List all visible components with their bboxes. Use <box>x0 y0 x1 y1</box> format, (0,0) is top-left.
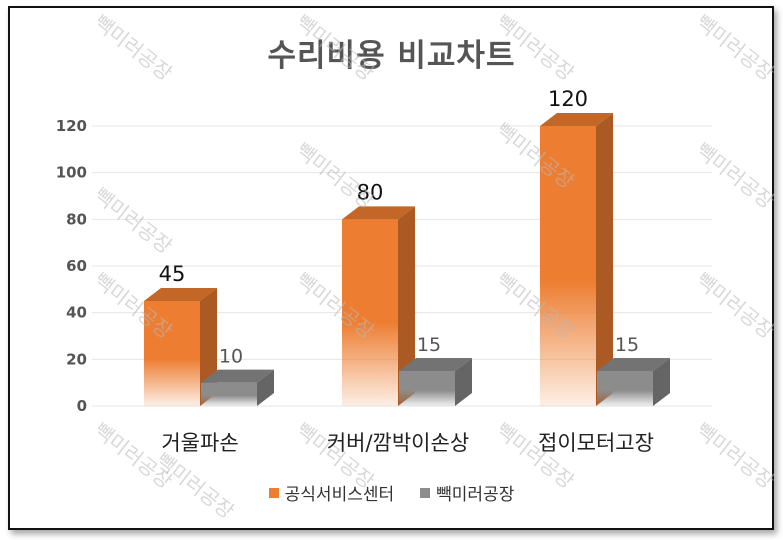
legend-item-series-1: 공식서비스센터 <box>268 480 395 505</box>
y-tick-label-2: 40 <box>66 304 87 322</box>
legend-label-series-1: 공식서비스센터 <box>284 485 395 505</box>
x-tick-label-1: 커버/깜박이손상 <box>327 431 469 455</box>
y-tick-label-6: 120 <box>56 117 87 135</box>
x-tick-label-2: 접이모터고장 <box>538 431 654 455</box>
legend: 공식서비스센터 빽미러공장 <box>0 480 783 505</box>
bar-side-0-2 <box>596 113 613 406</box>
data-label-1-2: 15 <box>615 334 639 356</box>
bar-top-1-2 <box>597 358 670 371</box>
y-tick-label-4: 80 <box>66 210 87 228</box>
data-label-1-1: 15 <box>417 334 441 356</box>
bar-side-0-1 <box>398 206 415 406</box>
bar-0-1 <box>342 219 398 406</box>
bar-top-1-0 <box>201 369 274 383</box>
legend-swatch-series-2 <box>420 487 431 498</box>
data-label-0-1: 80 <box>357 180 384 204</box>
chart-title: 수리비용 비교차트 <box>267 38 516 74</box>
bar-1-1 <box>399 371 455 406</box>
bar-side-1-0 <box>257 369 274 406</box>
y-tick-label-5: 100 <box>56 164 87 182</box>
data-label-0-2: 120 <box>548 87 588 111</box>
y-tick-label-0: 0 <box>77 397 87 415</box>
bar-side-1-1 <box>455 358 472 406</box>
data-label-0-0: 45 <box>159 262 186 286</box>
bar-1-2 <box>597 371 653 406</box>
legend-label-series-2: 빽미러공장 <box>436 485 515 505</box>
data-label-1-0: 10 <box>219 346 243 368</box>
bar-top-0-1 <box>342 206 415 220</box>
bar-1-0 <box>201 382 257 406</box>
bar-top-1-1 <box>399 358 472 371</box>
legend-swatch-series-1 <box>268 487 279 498</box>
bar-0-0 <box>144 301 200 406</box>
y-tick-label-1: 20 <box>66 350 87 368</box>
bar-top-0-0 <box>144 288 217 301</box>
bar-top-0-2 <box>540 113 613 126</box>
x-tick-label-0: 거울파손 <box>161 431 238 455</box>
bar-0-2 <box>540 126 596 406</box>
y-tick-label-3: 60 <box>66 257 87 275</box>
bar-side-1-2 <box>653 358 670 406</box>
legend-item-series-2: 빽미러공장 <box>420 480 514 505</box>
